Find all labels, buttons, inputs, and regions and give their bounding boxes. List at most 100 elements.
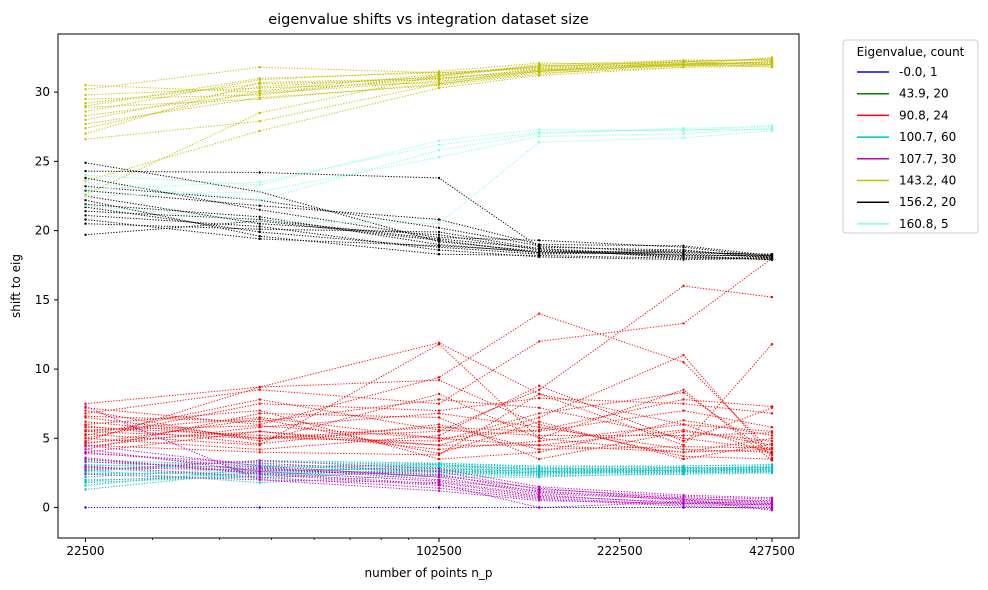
data-point <box>538 448 541 451</box>
data-point <box>538 487 541 490</box>
data-point <box>538 416 541 419</box>
data-point <box>258 439 261 443</box>
data-point <box>84 97 87 101</box>
data-point <box>84 233 87 236</box>
data-point <box>682 63 685 66</box>
data-point <box>84 405 87 408</box>
plot-frame <box>57 33 800 539</box>
data-point <box>538 312 541 315</box>
data-point <box>84 93 87 97</box>
series-line <box>85 162 772 256</box>
series-group <box>84 506 774 509</box>
data-point <box>84 176 87 180</box>
series-line <box>85 398 773 436</box>
y-tick-label: 15 <box>35 293 50 307</box>
data-point <box>437 402 441 405</box>
data-point <box>437 226 441 229</box>
data-point <box>84 84 87 87</box>
series-line <box>85 59 772 129</box>
series-line <box>85 451 773 503</box>
data-point <box>538 499 541 502</box>
series-line <box>85 58 773 90</box>
data-point <box>84 469 87 472</box>
data-point <box>258 478 261 481</box>
series-group <box>84 459 774 491</box>
series-line <box>85 457 773 507</box>
data-point <box>84 473 87 476</box>
data-point <box>84 194 87 198</box>
data-point <box>258 219 261 223</box>
data-point <box>84 88 87 91</box>
series-line <box>85 130 773 225</box>
series-line <box>85 62 773 125</box>
data-point <box>258 181 261 184</box>
data-point <box>682 136 685 139</box>
legend-entry-label: 107.7, 30 <box>899 152 956 166</box>
data-point <box>437 487 441 490</box>
data-point <box>258 434 261 437</box>
data-point <box>770 257 774 260</box>
data-point <box>84 475 87 479</box>
data-point <box>84 174 87 177</box>
data-point <box>84 127 87 130</box>
series-group <box>84 405 774 512</box>
data-point <box>258 199 261 202</box>
series-line <box>85 64 773 140</box>
data-point <box>770 457 774 461</box>
data-point <box>770 437 774 440</box>
data-point <box>538 412 541 415</box>
data-point <box>84 448 87 451</box>
data-point <box>437 176 441 180</box>
x-tick-label: 102500 <box>416 544 462 558</box>
data-point <box>682 505 685 508</box>
data-point <box>437 489 441 493</box>
data-point <box>84 210 87 213</box>
data-point <box>437 452 441 455</box>
data-point <box>437 143 441 146</box>
data-point <box>682 354 685 357</box>
data-point <box>682 451 685 454</box>
data-point <box>682 391 685 394</box>
data-point <box>538 131 541 134</box>
data-point <box>84 444 87 447</box>
data-point <box>437 86 441 90</box>
x-tick-label: 427500 <box>749 544 795 558</box>
data-point <box>258 506 261 509</box>
data-point <box>84 218 87 221</box>
data-point <box>538 67 541 70</box>
series-group <box>84 56 774 196</box>
data-point <box>770 431 774 434</box>
series-line <box>85 343 773 461</box>
series-line <box>85 65 773 182</box>
series-line <box>85 466 773 490</box>
data-point <box>437 412 441 415</box>
data-point <box>258 475 261 479</box>
y-tick-label: 30 <box>35 85 50 99</box>
data-point <box>770 463 774 466</box>
series-line <box>85 459 773 472</box>
data-point <box>682 439 685 443</box>
y-tick-label: 5 <box>42 431 50 445</box>
data-point <box>682 284 685 288</box>
series-line <box>85 462 773 478</box>
data-point <box>258 222 261 225</box>
data-point <box>682 248 685 252</box>
data-point <box>538 251 541 254</box>
data-point <box>538 74 541 77</box>
series-line <box>85 61 773 117</box>
data-point <box>682 464 685 468</box>
data-point <box>770 502 774 505</box>
data-point <box>682 498 685 501</box>
series-line <box>85 469 773 482</box>
data-point <box>770 466 774 469</box>
data-point <box>258 204 261 207</box>
data-point <box>770 446 774 450</box>
data-point <box>258 111 261 115</box>
data-point <box>682 470 685 473</box>
data-point <box>437 428 441 432</box>
data-point <box>538 406 541 409</box>
data-point <box>258 190 261 193</box>
data-point <box>770 295 774 299</box>
data-point <box>437 222 441 225</box>
series-line <box>85 126 773 201</box>
